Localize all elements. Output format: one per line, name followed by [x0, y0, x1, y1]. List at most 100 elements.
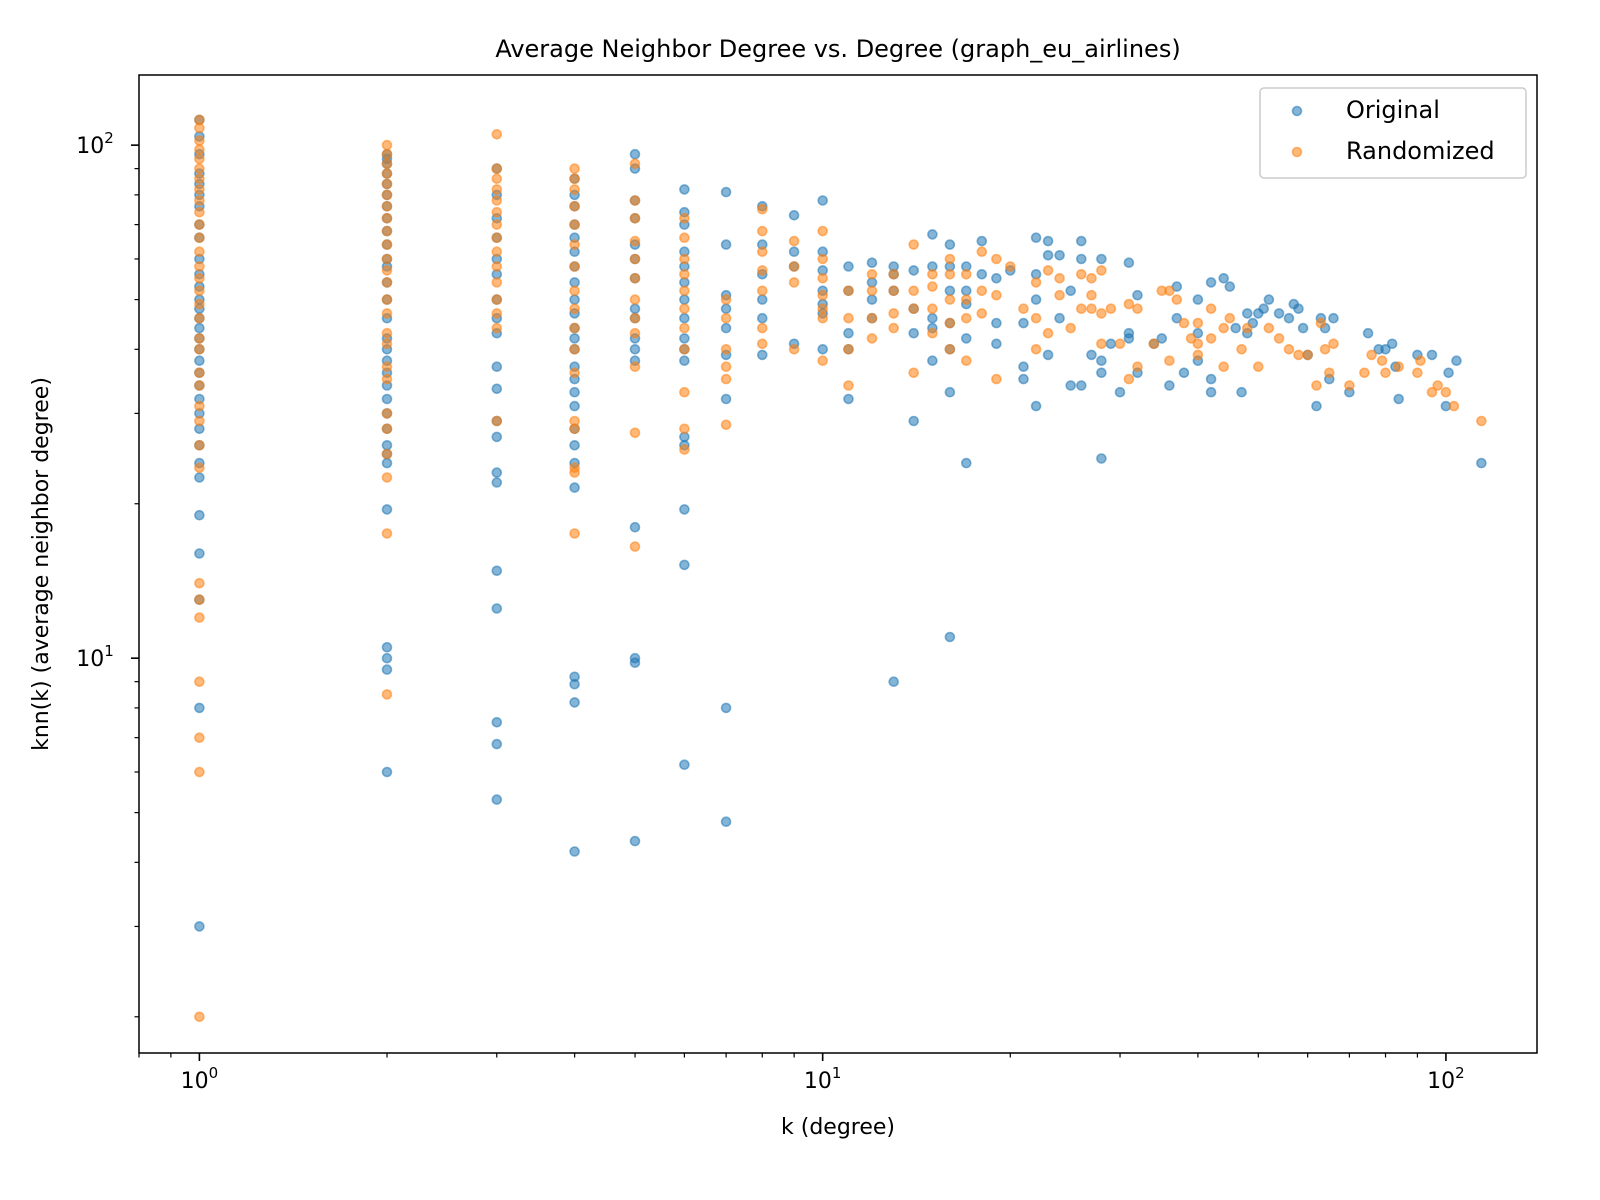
legend-box — [1259, 87, 1527, 179]
data-point — [1123, 373, 1135, 385]
data-point — [569, 400, 580, 412]
data-point — [679, 213, 690, 224]
data-point — [194, 232, 205, 243]
data-point — [788, 210, 800, 221]
data-point — [679, 268, 690, 280]
data-point — [1004, 261, 1016, 272]
data-point — [569, 367, 580, 379]
data-point — [194, 462, 205, 474]
data-point — [1030, 312, 1042, 324]
data-point — [381, 448, 393, 460]
data-point — [679, 232, 690, 243]
data-point — [569, 697, 580, 708]
plot-frame — [138, 74, 1538, 1054]
data-point — [1376, 355, 1388, 367]
data-point — [720, 186, 732, 198]
data-point — [1096, 338, 1107, 350]
data-point — [491, 738, 503, 750]
data-point — [991, 272, 1002, 284]
data-point — [569, 163, 580, 174]
data-point — [194, 285, 205, 297]
data-point — [1192, 317, 1204, 329]
data-point — [1448, 400, 1460, 412]
data-point — [756, 203, 768, 215]
data-point — [756, 322, 768, 334]
data-point — [381, 373, 393, 385]
data-point — [569, 184, 580, 195]
data-point — [1018, 373, 1029, 385]
data-point — [569, 482, 580, 493]
data-point — [679, 253, 690, 265]
data-point — [381, 664, 393, 675]
data-point — [1293, 303, 1304, 315]
data-point — [843, 261, 854, 272]
data-point — [569, 467, 580, 478]
data-point — [381, 689, 393, 700]
data-point — [1018, 361, 1029, 373]
data-point — [1192, 327, 1204, 339]
data-point — [1218, 322, 1229, 334]
data-point — [381, 253, 393, 265]
data-point — [381, 158, 393, 169]
data-point — [1105, 338, 1117, 350]
data-point — [927, 303, 938, 315]
data-point — [1030, 232, 1042, 243]
data-point — [569, 528, 580, 539]
data-point — [756, 294, 768, 305]
data-point — [1076, 253, 1087, 265]
data-point — [1205, 386, 1217, 398]
data-point — [381, 294, 393, 305]
data-point — [1054, 250, 1065, 261]
data-point — [1076, 268, 1087, 280]
data-point — [1054, 312, 1065, 324]
data-point — [866, 333, 878, 344]
data-point — [679, 759, 690, 771]
data-point — [1302, 349, 1313, 361]
data-point — [927, 268, 938, 280]
data-point — [1311, 400, 1322, 412]
data-point — [756, 285, 768, 297]
data-point — [194, 333, 205, 344]
data-point — [194, 577, 205, 589]
data-point — [817, 195, 829, 206]
data-point — [194, 612, 205, 623]
data-point — [1192, 338, 1204, 350]
data-point — [944, 294, 956, 305]
data-point — [194, 380, 205, 391]
data-point — [720, 373, 732, 385]
data-point — [194, 702, 205, 714]
data-point — [1096, 308, 1107, 319]
legend-marker-randomized — [1291, 146, 1303, 158]
data-point — [720, 239, 732, 250]
data-point — [756, 246, 768, 257]
data-point — [194, 312, 205, 324]
data-point — [944, 253, 956, 265]
data-point — [788, 261, 800, 272]
data-point — [843, 285, 854, 297]
data-point — [1393, 361, 1404, 373]
data-point — [944, 268, 956, 280]
data-point — [866, 312, 878, 324]
data-point — [1076, 303, 1087, 315]
data-point — [381, 652, 393, 664]
data-point — [194, 472, 205, 483]
data-point — [944, 631, 956, 643]
data-point — [679, 559, 690, 571]
data-point — [629, 521, 641, 533]
chart-title: Average Neighbor Degree vs. Degree (grap… — [495, 35, 1180, 63]
data-point — [1185, 333, 1197, 344]
data-point — [569, 173, 580, 184]
data-point — [1263, 322, 1275, 334]
data-point — [1258, 303, 1269, 315]
data-point — [491, 467, 503, 478]
data-point — [720, 419, 732, 431]
data-point — [817, 225, 829, 237]
x-axis-label: k (degree) — [781, 1115, 895, 1140]
data-point — [1393, 393, 1404, 405]
data-point — [194, 122, 205, 134]
data-point — [944, 317, 956, 329]
data-point — [194, 766, 205, 778]
data-point — [927, 281, 938, 292]
data-point — [1018, 317, 1029, 329]
data-point — [756, 338, 768, 350]
